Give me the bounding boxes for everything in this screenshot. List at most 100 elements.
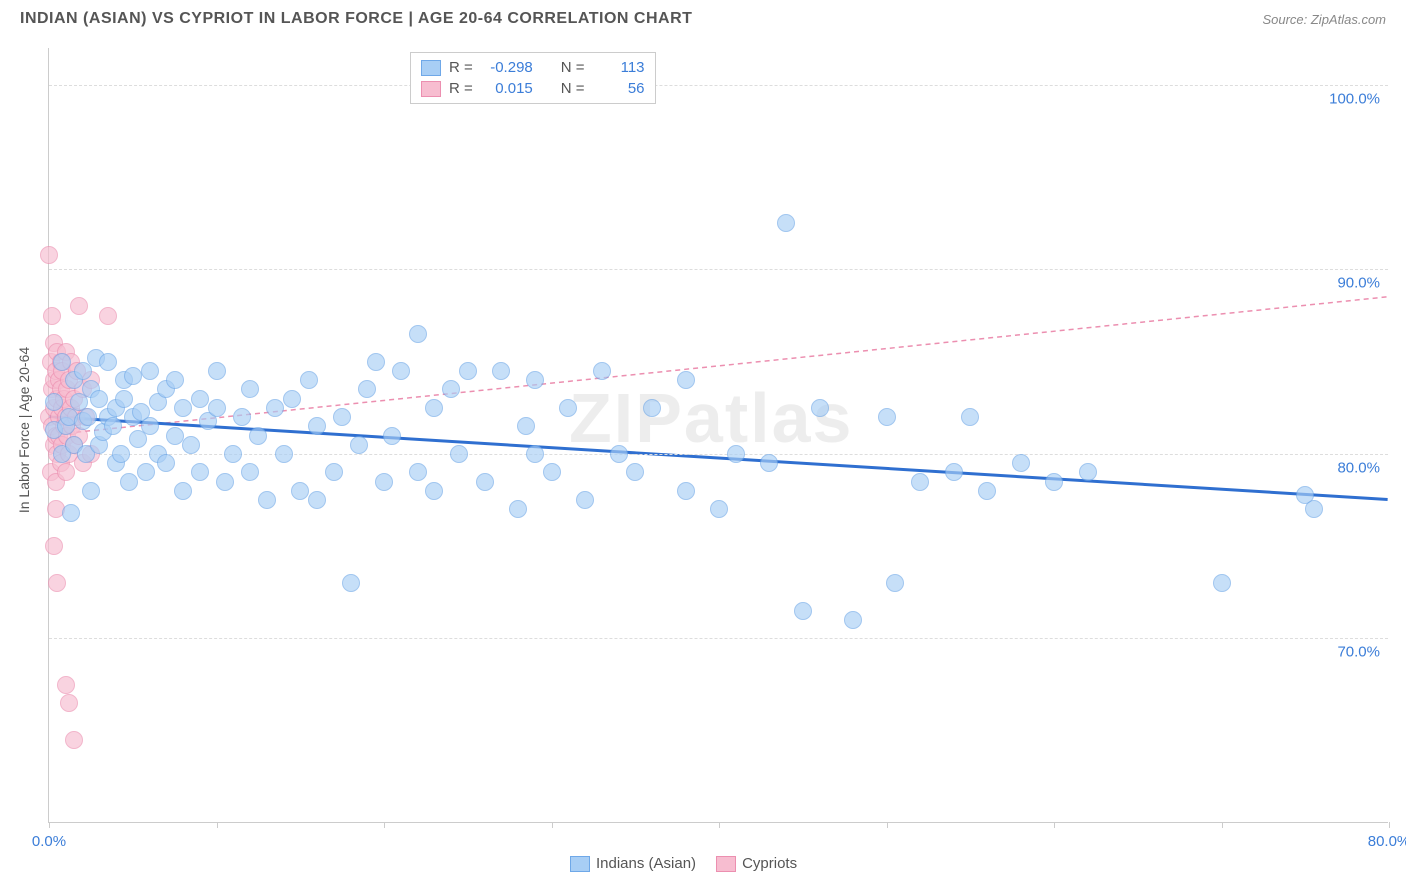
legend-swatch [421, 60, 441, 76]
data-point-indians [308, 417, 326, 435]
data-point-indians [392, 362, 410, 380]
data-point-indians [794, 602, 812, 620]
data-point-indians [308, 491, 326, 509]
data-point-cypriots [40, 246, 58, 264]
data-point-indians [442, 380, 460, 398]
data-point-indians [1045, 473, 1063, 491]
data-point-indians [576, 491, 594, 509]
data-point-indians [476, 473, 494, 491]
data-point-indians [878, 408, 896, 426]
data-point-indians [275, 445, 293, 463]
data-point-indians [233, 408, 251, 426]
data-point-indians [82, 482, 100, 500]
data-point-indians [174, 399, 192, 417]
data-point-indians [1012, 454, 1030, 472]
watermark: ZIPatlas [569, 378, 853, 458]
data-point-indians [350, 436, 368, 454]
x-tick [384, 822, 385, 828]
x-tick [887, 822, 888, 828]
data-point-indians [191, 463, 209, 481]
scatter-chart: ZIPatlas 70.0%80.0%90.0%100.0%0.0%80.0% [48, 48, 1388, 823]
data-point-indians [450, 445, 468, 463]
chart-title: INDIAN (ASIAN) VS CYPRIOT IN LABOR FORCE… [20, 10, 692, 28]
data-point-indians [62, 504, 80, 522]
gridline [49, 638, 1388, 639]
x-tick [1389, 822, 1390, 828]
data-point-indians [174, 482, 192, 500]
data-point-indians [777, 214, 795, 232]
data-point-indians [115, 390, 133, 408]
data-point-indians [961, 408, 979, 426]
data-point-indians [526, 445, 544, 463]
data-point-indians [978, 482, 996, 500]
data-point-indians [216, 473, 234, 491]
data-point-cypriots [57, 676, 75, 694]
data-point-indians [492, 362, 510, 380]
data-point-indians [677, 371, 695, 389]
data-point-indians [208, 399, 226, 417]
data-point-indians [425, 399, 443, 417]
data-point-indians [844, 611, 862, 629]
legend-series-item: Indians (Asian) [570, 855, 696, 872]
legend-swatch [421, 81, 441, 97]
y-tick-label: 80.0% [1337, 459, 1380, 476]
data-point-indians [90, 390, 108, 408]
x-tick [49, 822, 50, 828]
data-point-indians [409, 463, 427, 481]
x-tick [719, 822, 720, 828]
legend-swatch [570, 856, 590, 872]
data-point-indians [509, 500, 527, 518]
legend-correlation-stats: R =-0.298N =113R =0.015N =56 [410, 52, 656, 104]
gridline [49, 269, 1388, 270]
y-tick-label: 70.0% [1337, 644, 1380, 661]
legend-series-label: Cypriots [742, 855, 797, 872]
data-point-indians [325, 463, 343, 481]
legend-n-label: N = [561, 59, 585, 76]
legend-r-value: -0.298 [481, 59, 533, 76]
data-point-indians [300, 371, 318, 389]
data-point-indians [191, 390, 209, 408]
data-point-indians [120, 473, 138, 491]
data-point-cypriots [57, 463, 75, 481]
data-point-indians [945, 463, 963, 481]
legend-series-item: Cypriots [716, 855, 797, 872]
data-point-cypriots [99, 307, 117, 325]
data-point-indians [593, 362, 611, 380]
data-point-indians [1079, 463, 1097, 481]
data-point-indians [358, 380, 376, 398]
data-point-indians [710, 500, 728, 518]
data-point-indians [375, 473, 393, 491]
data-point-cypriots [70, 297, 88, 315]
data-point-indians [157, 454, 175, 472]
data-point-indians [760, 454, 778, 472]
y-axis-title: In Labor Force | Age 20-64 [16, 347, 32, 513]
data-point-indians [1305, 500, 1323, 518]
data-point-indians [208, 362, 226, 380]
x-tick [552, 822, 553, 828]
data-point-cypriots [48, 574, 66, 592]
data-point-indians [137, 463, 155, 481]
legend-swatch [716, 856, 736, 872]
chart-header: INDIAN (ASIAN) VS CYPRIOT IN LABOR FORCE… [0, 0, 1406, 38]
x-tick [217, 822, 218, 828]
data-point-indians [53, 353, 71, 371]
legend-series: Indians (Asian) Cypriots [570, 855, 797, 872]
y-tick-label: 90.0% [1337, 275, 1380, 292]
legend-stats-row: R =0.015N =56 [421, 78, 645, 99]
trend-line-indians [49, 417, 1387, 500]
data-point-indians [182, 436, 200, 454]
data-point-indians [610, 445, 628, 463]
legend-r-label: R = [449, 80, 473, 97]
data-point-indians [727, 445, 745, 463]
data-point-indians [283, 390, 301, 408]
data-point-indians [367, 353, 385, 371]
data-point-indians [409, 325, 427, 343]
data-point-indians [517, 417, 535, 435]
data-point-indians [141, 417, 159, 435]
x-tick [1054, 822, 1055, 828]
data-point-cypriots [43, 307, 61, 325]
data-point-indians [166, 371, 184, 389]
data-point-indians [342, 574, 360, 592]
data-point-cypriots [65, 731, 83, 749]
data-point-indians [166, 427, 184, 445]
